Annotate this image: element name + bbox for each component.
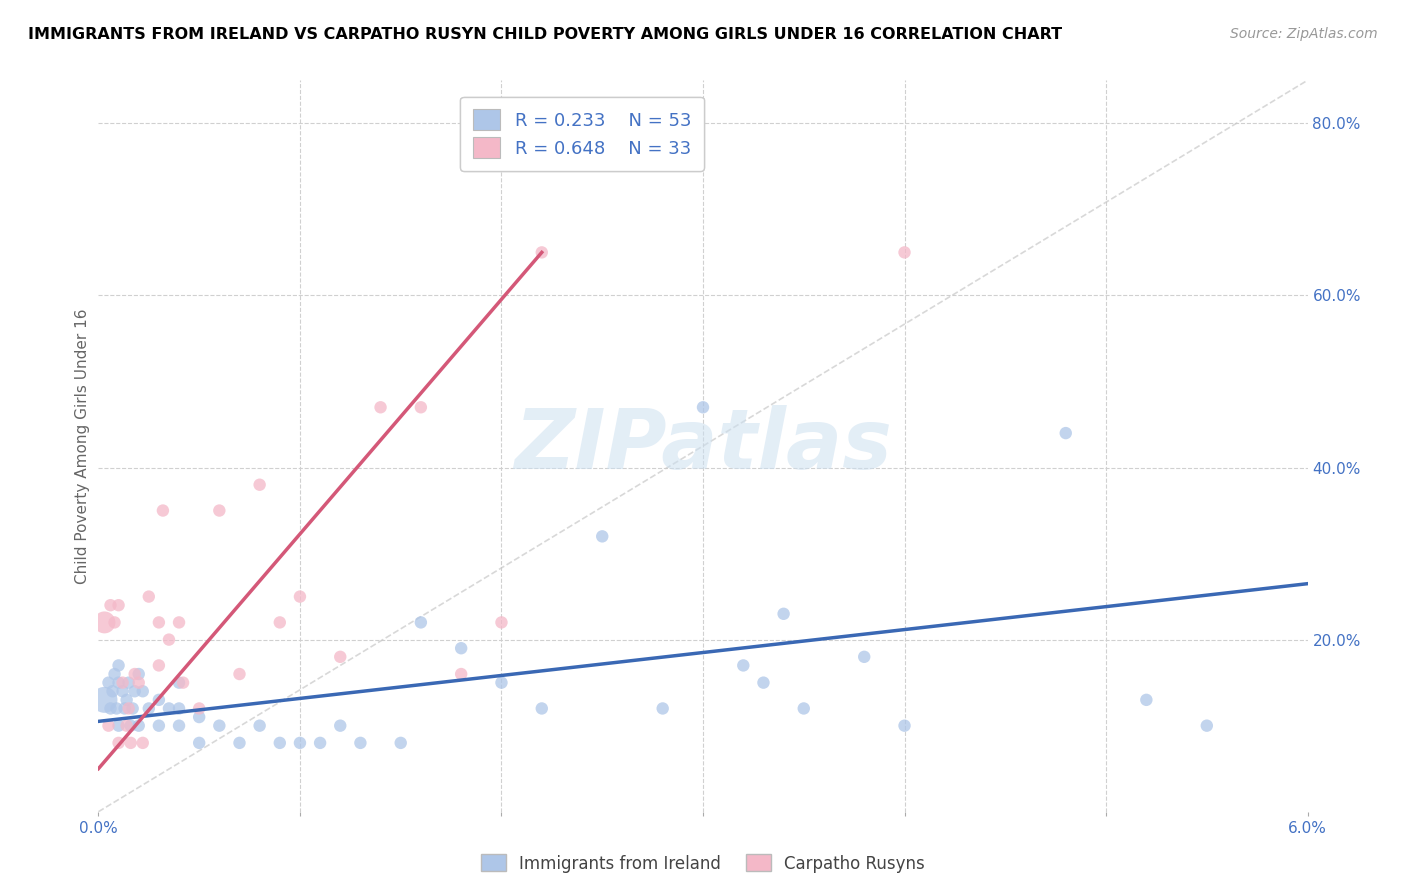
Point <box>530 701 553 715</box>
Point <box>188 701 211 715</box>
Point <box>893 719 915 733</box>
Point <box>124 684 146 698</box>
Point <box>148 658 170 673</box>
Point <box>1054 426 1077 441</box>
Point <box>228 736 250 750</box>
Point <box>450 641 472 656</box>
Point <box>103 667 125 681</box>
Point <box>228 667 250 681</box>
Point <box>111 684 134 698</box>
Point <box>114 701 136 715</box>
Point <box>167 615 190 630</box>
Point <box>93 693 115 707</box>
Point <box>651 701 673 715</box>
Point <box>288 590 311 604</box>
Point <box>93 615 115 630</box>
Point <box>249 477 271 491</box>
Point <box>1135 693 1157 707</box>
Point <box>349 736 371 750</box>
Point <box>733 658 755 673</box>
Point <box>100 598 122 612</box>
Point <box>249 719 271 733</box>
Point <box>409 401 432 415</box>
Point <box>100 701 122 715</box>
Point <box>132 684 155 698</box>
Point <box>309 736 332 750</box>
Point <box>128 667 150 681</box>
Point <box>772 607 794 621</box>
Legend: R = 0.233    N = 53, R = 0.648    N = 33: R = 0.233 N = 53, R = 0.648 N = 33 <box>460 96 704 171</box>
Point <box>491 615 513 630</box>
Point <box>329 719 352 733</box>
Point <box>124 667 146 681</box>
Point <box>591 529 613 543</box>
Point <box>208 719 231 733</box>
Point <box>120 719 142 733</box>
Point <box>157 701 180 715</box>
Point <box>152 503 174 517</box>
Point <box>167 675 190 690</box>
Point <box>132 736 155 750</box>
Point <box>692 401 714 415</box>
Point <box>370 401 392 415</box>
Legend: Immigrants from Ireland, Carpatho Rusyns: Immigrants from Ireland, Carpatho Rusyns <box>474 847 932 880</box>
Point <box>97 719 120 733</box>
Point <box>107 598 129 612</box>
Point <box>329 649 352 664</box>
Point <box>893 245 915 260</box>
Point <box>409 615 432 630</box>
Point <box>148 615 170 630</box>
Point <box>148 693 170 707</box>
Point <box>188 736 211 750</box>
Point <box>167 719 190 733</box>
Point <box>450 667 472 681</box>
Point <box>115 719 138 733</box>
Text: ZIPatlas: ZIPatlas <box>515 406 891 486</box>
Point <box>128 719 150 733</box>
Point <box>491 675 513 690</box>
Point <box>107 658 129 673</box>
Point <box>1195 719 1218 733</box>
Point <box>148 719 170 733</box>
Point <box>128 675 150 690</box>
Point <box>138 701 160 715</box>
Point <box>752 675 775 690</box>
Point <box>120 736 142 750</box>
Point <box>530 245 553 260</box>
Point <box>118 701 141 715</box>
Point <box>157 632 180 647</box>
Text: IMMIGRANTS FROM IRELAND VS CARPATHO RUSYN CHILD POVERTY AMONG GIRLS UNDER 16 COR: IMMIGRANTS FROM IRELAND VS CARPATHO RUSY… <box>28 27 1063 42</box>
Point <box>138 590 160 604</box>
Point <box>269 615 291 630</box>
Text: Source: ZipAtlas.com: Source: ZipAtlas.com <box>1230 27 1378 41</box>
Point <box>107 719 129 733</box>
Point <box>105 701 128 715</box>
Point <box>97 675 120 690</box>
Point <box>793 701 815 715</box>
Point <box>172 675 194 690</box>
Point <box>269 736 291 750</box>
Point <box>101 684 124 698</box>
Y-axis label: Child Poverty Among Girls Under 16: Child Poverty Among Girls Under 16 <box>75 309 90 583</box>
Point <box>288 736 311 750</box>
Point <box>107 736 129 750</box>
Point <box>115 693 138 707</box>
Point <box>188 710 211 724</box>
Point <box>389 736 412 750</box>
Point <box>167 701 190 715</box>
Point <box>111 675 134 690</box>
Point <box>118 675 141 690</box>
Point <box>853 649 876 664</box>
Point <box>103 615 125 630</box>
Point <box>208 503 231 517</box>
Point <box>107 675 129 690</box>
Point <box>121 701 143 715</box>
